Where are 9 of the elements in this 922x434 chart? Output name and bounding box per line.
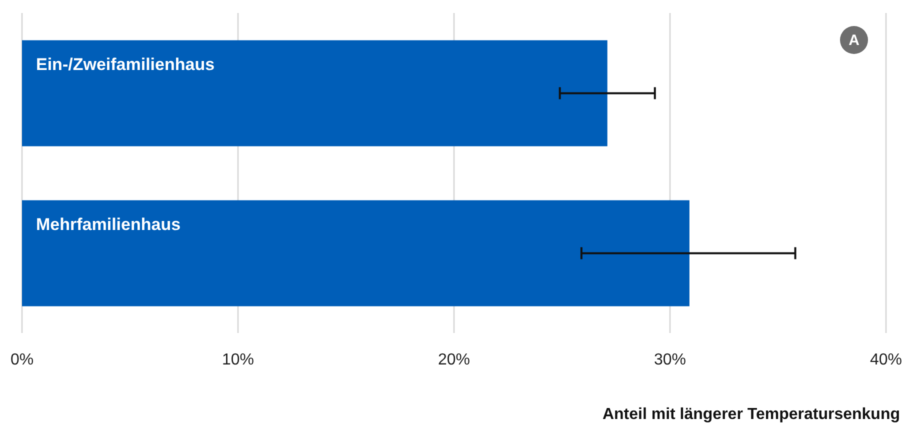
x-tick-label: 20% (438, 351, 470, 368)
y-tick-label: Ein-/Zweifamilienhaus (36, 55, 215, 74)
x-tick-label: 0% (10, 351, 34, 368)
x-tick-label: 40% (870, 351, 902, 368)
x-tick-label: 10% (222, 351, 254, 368)
x-tick-label: 30% (654, 351, 686, 368)
badge-circle: A (840, 26, 868, 54)
y-tick-label: Mehrfamilienhaus (36, 215, 181, 234)
x-axis-title: Anteil mit längerer Temperatursenkung (602, 406, 900, 424)
